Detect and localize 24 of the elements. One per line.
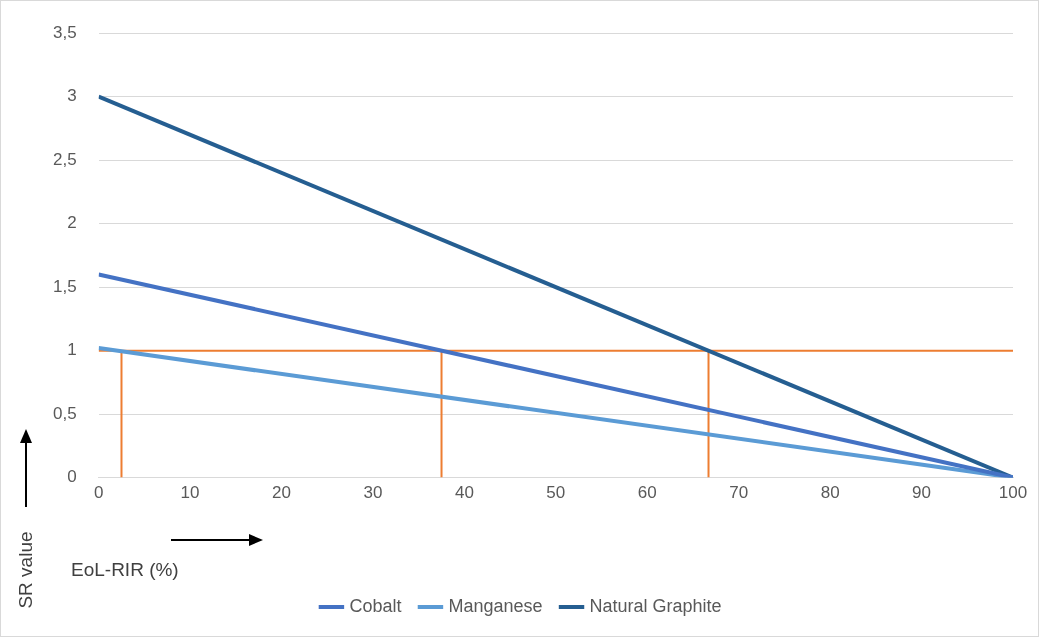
x-tick-label: 60	[637, 483, 657, 503]
x-tick-label: 40	[454, 483, 474, 503]
x-tick-label: 20	[272, 483, 291, 503]
x-tick-label: 80	[820, 483, 840, 503]
y-tick-label: 0,5	[52, 403, 77, 423]
x-axis-title: EoL-RIR (%)	[71, 559, 179, 581]
x-tick-label: 100	[998, 483, 1028, 503]
y-tick-label: 3	[67, 86, 77, 106]
y-axis-title: SR value	[14, 531, 37, 609]
x-tick-label: 30	[363, 483, 383, 503]
x-tick-label: 70	[729, 483, 749, 503]
y-tick-label: 1	[67, 340, 77, 360]
y-tick-label: 3,5	[52, 22, 77, 42]
x-tick-label: 90	[912, 483, 932, 503]
y-tick-label: 1,5	[52, 276, 77, 296]
y-tick-label: 2	[67, 213, 77, 233]
legend-label: Manganese	[448, 595, 543, 616]
legend-label: Cobalt	[349, 595, 402, 616]
x-tick-label: 0	[93, 483, 104, 503]
legend-label: Natural Graphite	[589, 595, 722, 616]
x-tick-label: 50	[546, 483, 566, 503]
y-tick-label: 2,5	[52, 149, 77, 169]
y-tick-label: 0	[67, 467, 77, 487]
x-tick-label: 10	[180, 483, 200, 503]
